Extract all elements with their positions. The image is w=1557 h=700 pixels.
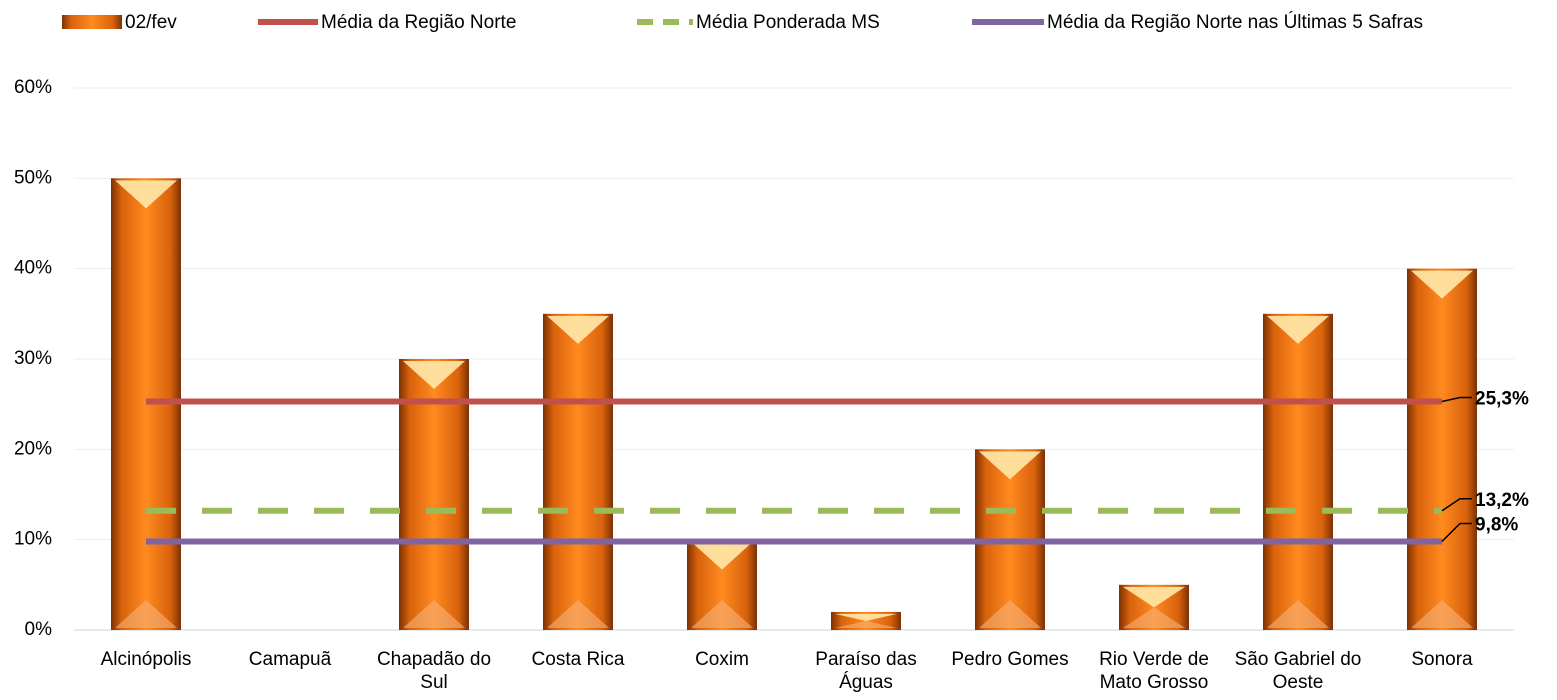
x-tick-label: Sonora: [1411, 649, 1473, 670]
y-tick-label: 50%: [14, 167, 52, 188]
y-tick-label: 60%: [14, 77, 52, 98]
y-tick-label: 30%: [14, 348, 52, 369]
data-label: 9,8%: [1475, 514, 1518, 535]
x-tick-label: Alcinópolis: [100, 649, 192, 670]
legend-label: 02/fev: [125, 12, 177, 33]
bar-shade: [403, 600, 465, 628]
bar-shade: [835, 620, 897, 628]
bar-highlight: [979, 451, 1041, 480]
bar-shade: [1411, 600, 1473, 628]
bar-highlight: [835, 613, 897, 621]
bar-highlight: [547, 315, 609, 344]
bar-highlight: [691, 541, 753, 570]
data-label: 13,2%: [1475, 490, 1529, 511]
data-label: 25,3%: [1475, 388, 1529, 409]
bar-highlight: [115, 180, 177, 209]
y-tick-label: 40%: [14, 258, 52, 279]
legend-label: Média da Região Norte: [321, 12, 516, 33]
x-tick-label: São Gabriel do Oeste: [1234, 649, 1362, 693]
bar: [1263, 313, 1333, 630]
label-leader: [1441, 396, 1472, 403]
bar-shade: [979, 600, 1041, 628]
legend-label: Média da Região Norte nas Últimas 5 Safr…: [1047, 11, 1423, 33]
bar: [1407, 268, 1477, 630]
bar-shade: [691, 600, 753, 628]
label-leader: [1441, 522, 1472, 543]
x-tick-label: Chapadão do Sul: [376, 649, 492, 693]
x-tick-label: Coxim: [695, 649, 749, 670]
bar-shade: [1123, 607, 1185, 628]
y-tick-label: 20%: [14, 438, 52, 459]
bar-highlight: [1411, 270, 1473, 299]
y-tick-label: 0%: [25, 619, 53, 640]
x-tick-label: Costa Rica: [531, 649, 625, 670]
legend-swatch: [62, 15, 122, 29]
bar-shade: [547, 600, 609, 628]
legend-label: Média Ponderada MS: [696, 12, 880, 33]
bar-shade: [1267, 600, 1329, 628]
bar-highlight: [1267, 315, 1329, 344]
bar-highlight: [1123, 586, 1185, 608]
x-tick-label: Paraíso das Águas: [815, 649, 917, 693]
y-tick-label: 10%: [14, 529, 52, 550]
bar: [543, 313, 613, 630]
x-tick-label: Rio Verde de Mato Grosso: [1099, 649, 1209, 693]
x-tick-label: Camapuã: [248, 649, 332, 670]
label-leader: [1441, 498, 1472, 512]
x-tick-label: Pedro Gomes: [951, 649, 1069, 670]
bar-shade: [115, 600, 177, 628]
bar-highlight: [403, 361, 465, 389]
